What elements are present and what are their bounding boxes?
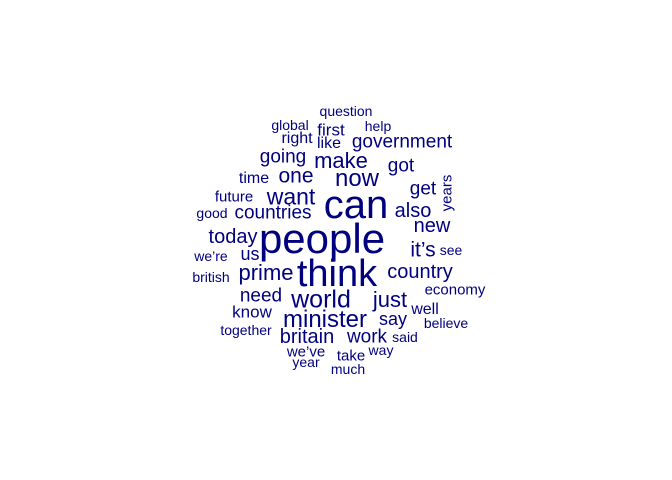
word-its: it’s: [410, 238, 436, 262]
word-country: country: [387, 261, 453, 283]
word-like: like: [316, 135, 342, 152]
word-now: now: [334, 165, 380, 192]
word-time: time: [238, 170, 270, 187]
word-together: together: [220, 322, 272, 338]
word-were: we’re: [194, 248, 228, 264]
word-global: global: [271, 117, 309, 133]
word-work: work: [346, 326, 388, 348]
word-need: need: [239, 285, 283, 307]
word-world: world: [291, 285, 351, 314]
word-take: take: [336, 347, 366, 365]
word-believe: believe: [423, 315, 469, 331]
word-can: can: [323, 183, 389, 227]
word-know: know: [232, 302, 272, 322]
word-said: said: [392, 329, 418, 345]
word-make: make: [314, 148, 368, 173]
word-going: going: [259, 146, 307, 168]
word-think: think: [296, 253, 378, 295]
word-see: see: [439, 242, 463, 258]
word-minister: minister: [282, 306, 368, 333]
word-future: future: [214, 188, 254, 206]
word-countries: countries: [234, 202, 312, 224]
word-year: year: [292, 354, 320, 370]
word-today: today: [208, 226, 258, 248]
word-just: just: [372, 287, 408, 312]
word-also: also: [394, 200, 432, 222]
word-britain: britain: [279, 326, 335, 348]
word-get: get: [409, 178, 437, 200]
word-weve: we’ve: [286, 343, 326, 361]
word-economy: economy: [424, 281, 486, 299]
word-got: got: [387, 155, 415, 177]
word-way: way: [368, 342, 394, 358]
word-help: help: [364, 118, 392, 134]
word-british: british: [192, 269, 230, 285]
word-us: us: [240, 244, 260, 264]
word-prime: prime: [238, 260, 294, 285]
word-years: years: [438, 174, 456, 212]
word-good: good: [196, 205, 228, 221]
word-new: new: [413, 215, 451, 237]
word-much: much: [330, 361, 366, 377]
word-right: right: [281, 130, 313, 147]
word-government: government: [351, 131, 453, 153]
word-want: want: [266, 183, 316, 210]
word-say: say: [378, 309, 408, 329]
word-question: question: [319, 103, 373, 119]
word-people: people: [258, 215, 386, 262]
word-well: well: [411, 301, 439, 318]
word-first: first: [317, 120, 345, 140]
word-one: one: [278, 164, 314, 188]
